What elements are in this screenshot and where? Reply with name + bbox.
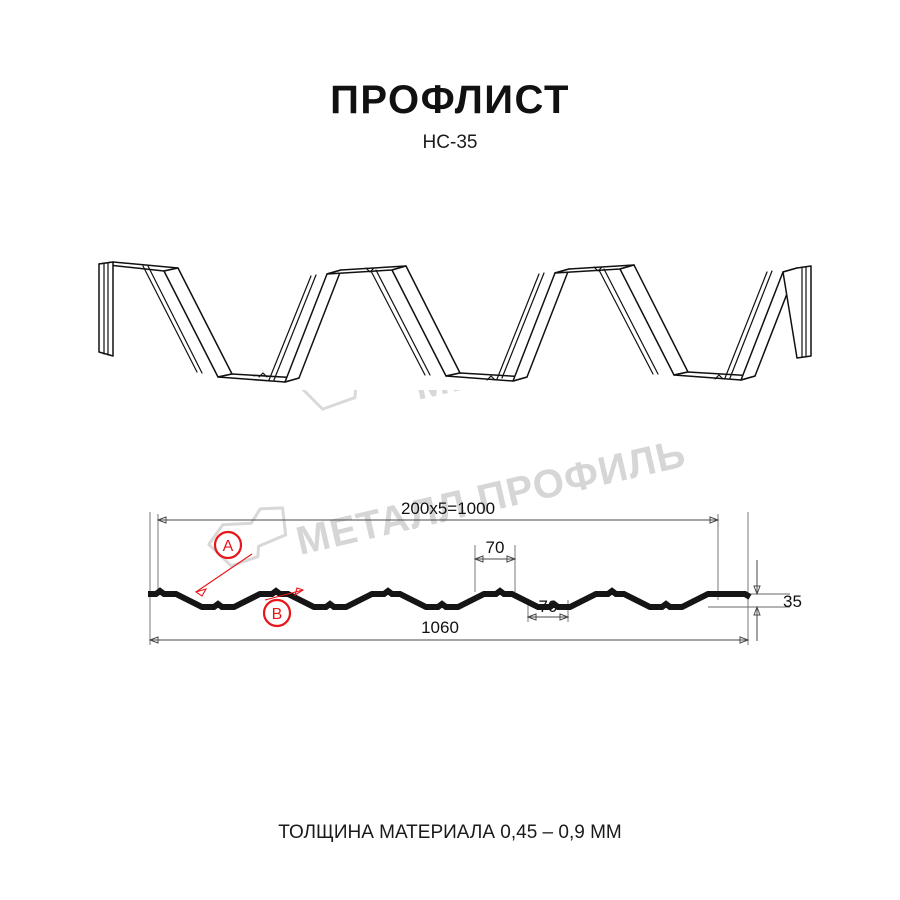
- material-thickness-note: ТОЛЩИНА МАТЕРИАЛА 0,45 – 0,9 ММ: [278, 822, 622, 843]
- callout-a-circle: [213, 530, 243, 560]
- iso-sheet-drawing: [90, 250, 820, 390]
- iso-notch-marks: [258, 266, 724, 381]
- callout-b: B: [262, 587, 305, 628]
- dim-overall-width-label: 1060: [421, 618, 459, 637]
- callout-b-circle: [262, 598, 292, 628]
- callout-b-label: B: [272, 606, 283, 623]
- dim-height: 35: [753, 560, 802, 641]
- dim-top-flange: 70: [473, 538, 517, 563]
- profile-waveform: [148, 587, 752, 610]
- dim-pitch-total-label: 200x5=1000: [401, 499, 495, 518]
- dim-top-flange-label: 70: [486, 538, 505, 557]
- page-title: ПРОФЛИСТ: [330, 78, 570, 122]
- extension-lines: [149, 512, 790, 645]
- metall-profil-logo-icon-2: [207, 506, 288, 568]
- iso-stiffening-ribs: [103, 262, 807, 381]
- dim-pitch-total: 200x5=1000: [156, 499, 720, 524]
- dim-height-label: 35: [783, 592, 802, 611]
- corrugation-geometry: [98, 261, 812, 383]
- model-designation: НС-35: [422, 132, 478, 153]
- callout-a: A: [194, 530, 253, 597]
- cross-section-profile: 200x5=1000 70 70 35 1: [148, 499, 802, 645]
- dim-overall-width: 1060: [148, 618, 750, 644]
- callout-a-label: A: [223, 538, 234, 555]
